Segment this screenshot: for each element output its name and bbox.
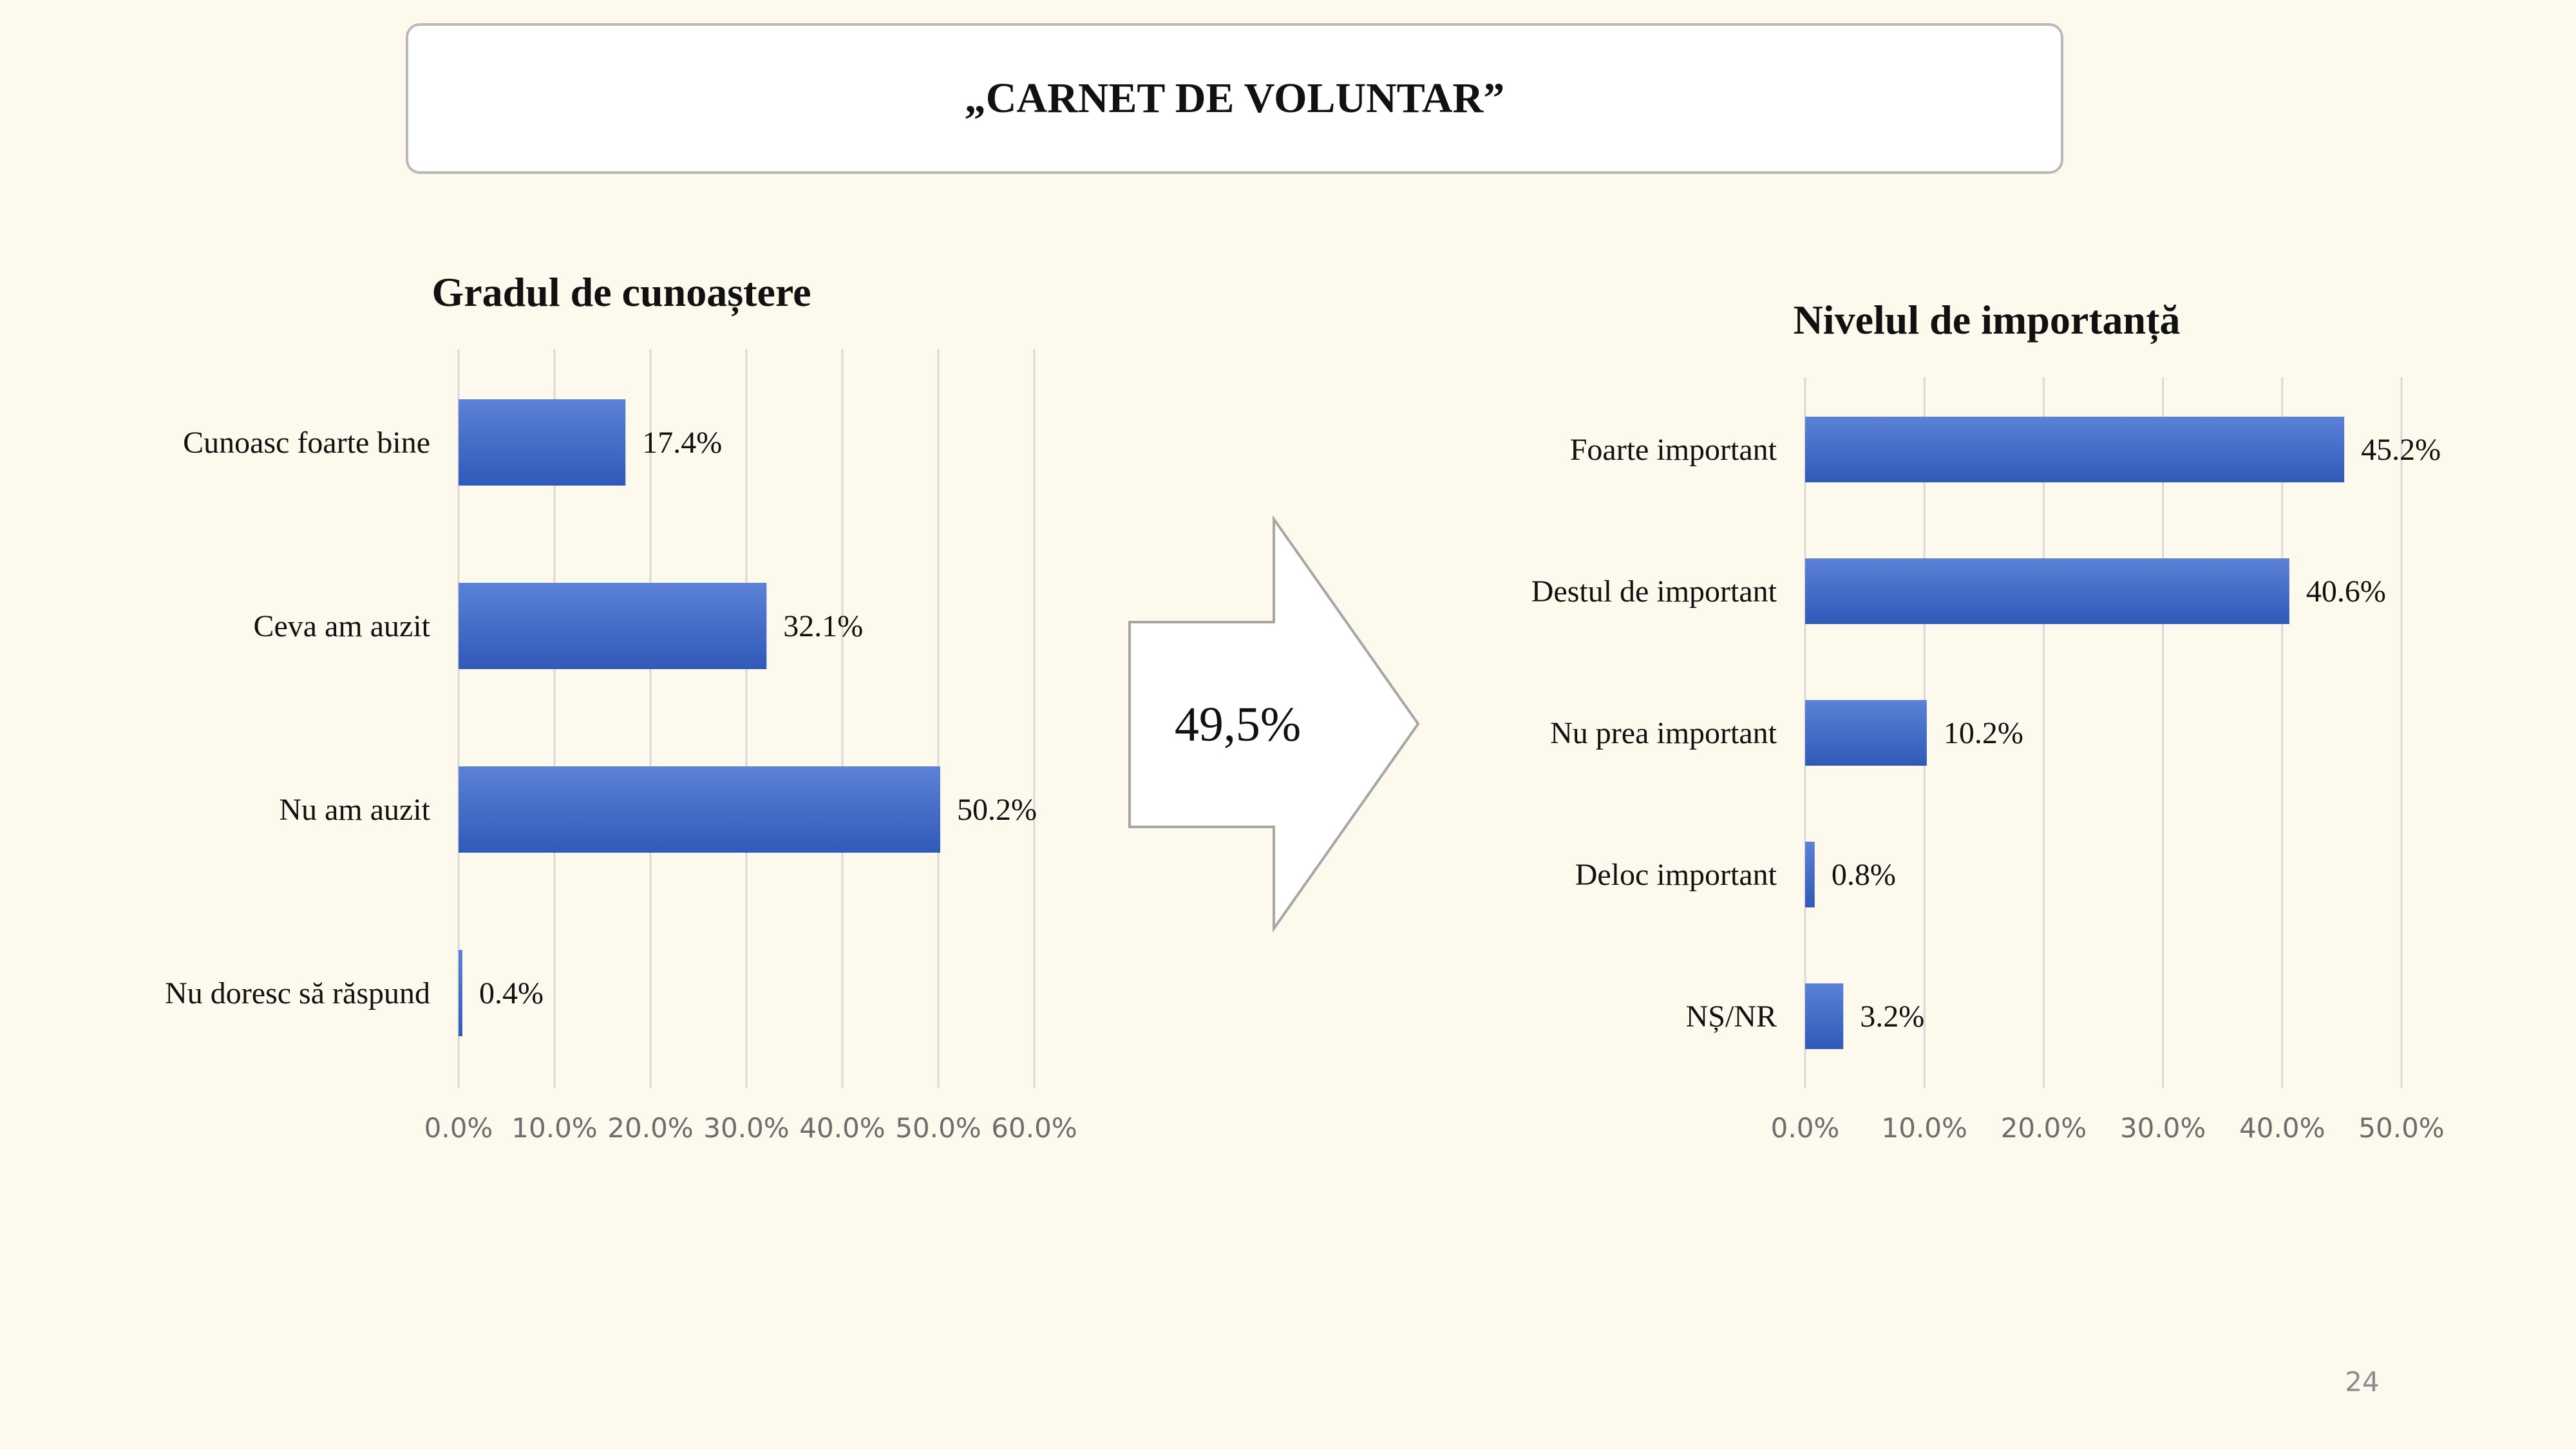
- category-label: Cunoasc foarte bine: [183, 426, 430, 460]
- bar: [459, 766, 940, 853]
- x-tick-label: 30.0%: [2120, 1112, 2206, 1144]
- x-tick-label: 20.0%: [2001, 1112, 2087, 1144]
- data-label: 3.2%: [1860, 999, 1924, 1034]
- chart-gradul-de-cunoastere: Gradul de cunoaștere Cunoasc foarte bine…: [165, 269, 1077, 1144]
- category-label: Nu prea important: [1550, 716, 1777, 750]
- category-label: Nu doresc să răspund: [165, 976, 430, 1010]
- category-label: NȘ/NR: [1686, 999, 1777, 1034]
- arrow-value: 49,5%: [1175, 697, 1301, 752]
- data-label: 10.2%: [1944, 716, 2023, 750]
- bar: [1805, 700, 1927, 766]
- chart-nivelul-de-importanta: Nivelul de importanță Foarte important 45…: [1531, 297, 2445, 1144]
- data-label: 45.2%: [2361, 433, 2441, 467]
- x-tick-label: 50.0%: [2358, 1112, 2444, 1144]
- category-label: Destul de important: [1531, 574, 1777, 609]
- chart-title: Nivelul de importanță: [1794, 297, 2181, 345]
- category-label: Foarte important: [1570, 433, 1777, 467]
- x-tick-label: 40.0%: [799, 1112, 885, 1144]
- category-label: Deloc important: [1575, 858, 1777, 892]
- x-tick-label: 10.0%: [511, 1112, 597, 1144]
- x-tick-label: 60.0%: [991, 1112, 1077, 1144]
- data-label: 40.6%: [2306, 574, 2386, 609]
- x-tick-label: 50.0%: [895, 1112, 981, 1144]
- page-number: 24: [2345, 1366, 2379, 1397]
- chart-title: Gradul de cunoaștere: [431, 269, 811, 317]
- bar: [1805, 558, 2289, 624]
- x-tick-label: 40.0%: [2239, 1112, 2325, 1144]
- bar: [459, 399, 626, 486]
- bar: [1805, 983, 1844, 1049]
- category-label: Ceva am auzit: [253, 609, 430, 643]
- x-tick-label: 10.0%: [1881, 1112, 1967, 1144]
- slide-title-box: „CARNET DE VOLUNTAR”: [406, 23, 2063, 174]
- category-label: Nu am auzit: [279, 793, 430, 827]
- right-arrow-shape: [1128, 515, 1420, 933]
- bar: [459, 583, 767, 669]
- slide-title: „CARNET DE VOLUNTAR”: [964, 75, 1505, 122]
- data-label: 0.4%: [479, 976, 544, 1010]
- bar: [1805, 842, 1815, 907]
- data-label: 50.2%: [957, 793, 1037, 827]
- x-tick-label: 0.0%: [424, 1112, 493, 1144]
- data-label: 0.8%: [1832, 858, 1896, 892]
- data-label: 32.1%: [783, 609, 863, 643]
- x-tick-label: 20.0%: [607, 1112, 693, 1144]
- x-tick-label: 30.0%: [703, 1112, 789, 1144]
- bar: [459, 950, 462, 1036]
- data-label: 17.4%: [642, 426, 722, 460]
- bar: [1805, 417, 2345, 482]
- x-tick-label: 0.0%: [1771, 1112, 1840, 1144]
- arrow-callout: 49,5%: [1128, 515, 1420, 933]
